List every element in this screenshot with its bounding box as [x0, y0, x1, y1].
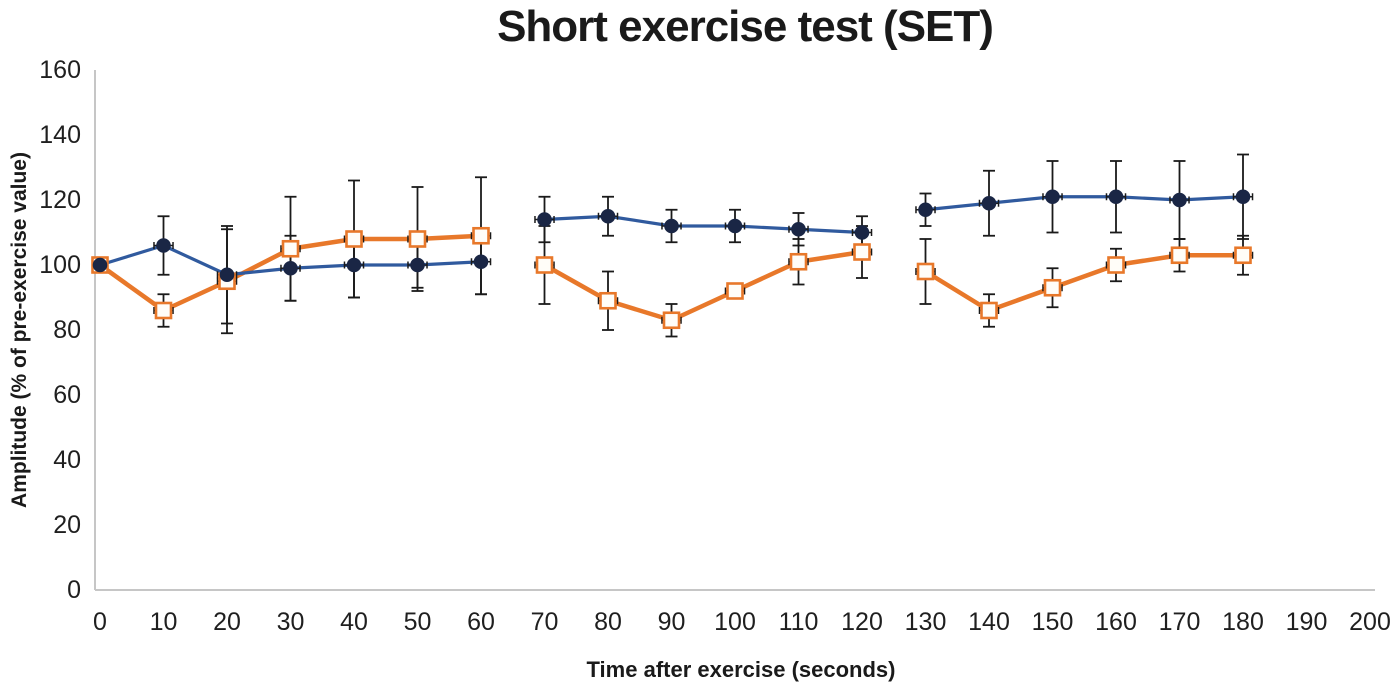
data-point-square [472, 226, 490, 245]
x-tick-label: 80 [594, 608, 622, 636]
x-tick-label: 190 [1286, 608, 1328, 636]
x-tick-label: 110 [779, 608, 819, 636]
data-point-circle [981, 195, 997, 211]
x-tick-label: 10 [150, 608, 178, 636]
x-tick-label: 140 [968, 608, 1010, 636]
x-tick-label: 90 [658, 608, 686, 636]
data-point-square [916, 262, 935, 281]
series-line-1 [923, 195, 1245, 212]
data-point-circle [1108, 189, 1124, 205]
y-tick-label: 0 [67, 576, 81, 604]
data-point-square [154, 301, 173, 320]
x-tick-label: 160 [1095, 608, 1137, 636]
x-tick-label: 150 [1032, 608, 1074, 636]
x-tick-label: 0 [93, 608, 107, 636]
x-tick-label: 100 [714, 608, 756, 636]
data-point-circle [791, 221, 806, 237]
x-tick-label: 130 [905, 608, 947, 636]
x-axis-title: Time after exercise (seconds) [586, 657, 896, 682]
data-point-square [281, 239, 300, 258]
y-tick-label: 60 [53, 381, 81, 409]
data-point-square [662, 311, 681, 330]
y-tick-label: 160 [39, 56, 81, 84]
data-point-circle [854, 225, 870, 240]
data-point-circle [156, 238, 171, 253]
data-point-square [1170, 246, 1189, 265]
y-tick-label: 120 [39, 186, 81, 214]
y-tick-label: 20 [53, 511, 81, 539]
x-tick-label: 40 [340, 608, 368, 636]
y-axis-title: Amplitude (% of pre-exercise value) [8, 152, 31, 508]
x-tick-label: 70 [531, 608, 559, 636]
data-point-circle [92, 257, 108, 273]
data-point-circle [1235, 189, 1251, 205]
x-tick-label: 200 [1349, 608, 1391, 636]
chart-title: Short exercise test (SET) [497, 2, 994, 51]
data-point-circle [219, 267, 235, 283]
data-point-circle [918, 202, 933, 218]
x-tick-label: 180 [1222, 608, 1264, 636]
x-tick-label: 170 [1159, 608, 1201, 636]
data-point-square [1107, 256, 1125, 274]
y-tick-label: 80 [53, 316, 81, 344]
x-tick-label: 50 [404, 608, 432, 636]
data-point-square [853, 243, 871, 261]
data-point-square [726, 282, 744, 300]
data-point-circle [283, 260, 298, 276]
x-tick-label: 20 [213, 608, 241, 636]
data-point-circle [1172, 192, 1187, 208]
data-point-circle [537, 212, 552, 227]
data-point-circle [473, 254, 489, 270]
x-tick-label: 120 [841, 608, 883, 636]
data-point-circle [600, 208, 616, 224]
x-tick-label: 30 [277, 608, 305, 636]
data-point-square [789, 252, 808, 271]
y-tick-label: 40 [53, 446, 81, 474]
series-line-1 [542, 214, 864, 235]
data-point-circle [410, 257, 425, 273]
data-point-circle [346, 257, 362, 273]
data-point-circle [727, 218, 743, 234]
data-point-square [408, 230, 427, 248]
series-line-0 [923, 253, 1246, 313]
x-tick-label: 60 [467, 608, 495, 636]
data-point-square [599, 291, 617, 310]
data-point-circle [664, 218, 679, 234]
data-point-square [1234, 246, 1252, 265]
series-line-0 [542, 249, 865, 323]
data-point-square [1043, 278, 1062, 297]
y-tick-label: 100 [39, 251, 81, 279]
data-point-circle [1045, 189, 1060, 205]
data-point-square [345, 230, 363, 248]
data-point-square [535, 256, 554, 274]
y-tick-label: 140 [39, 121, 81, 149]
data-point-square [980, 301, 998, 320]
